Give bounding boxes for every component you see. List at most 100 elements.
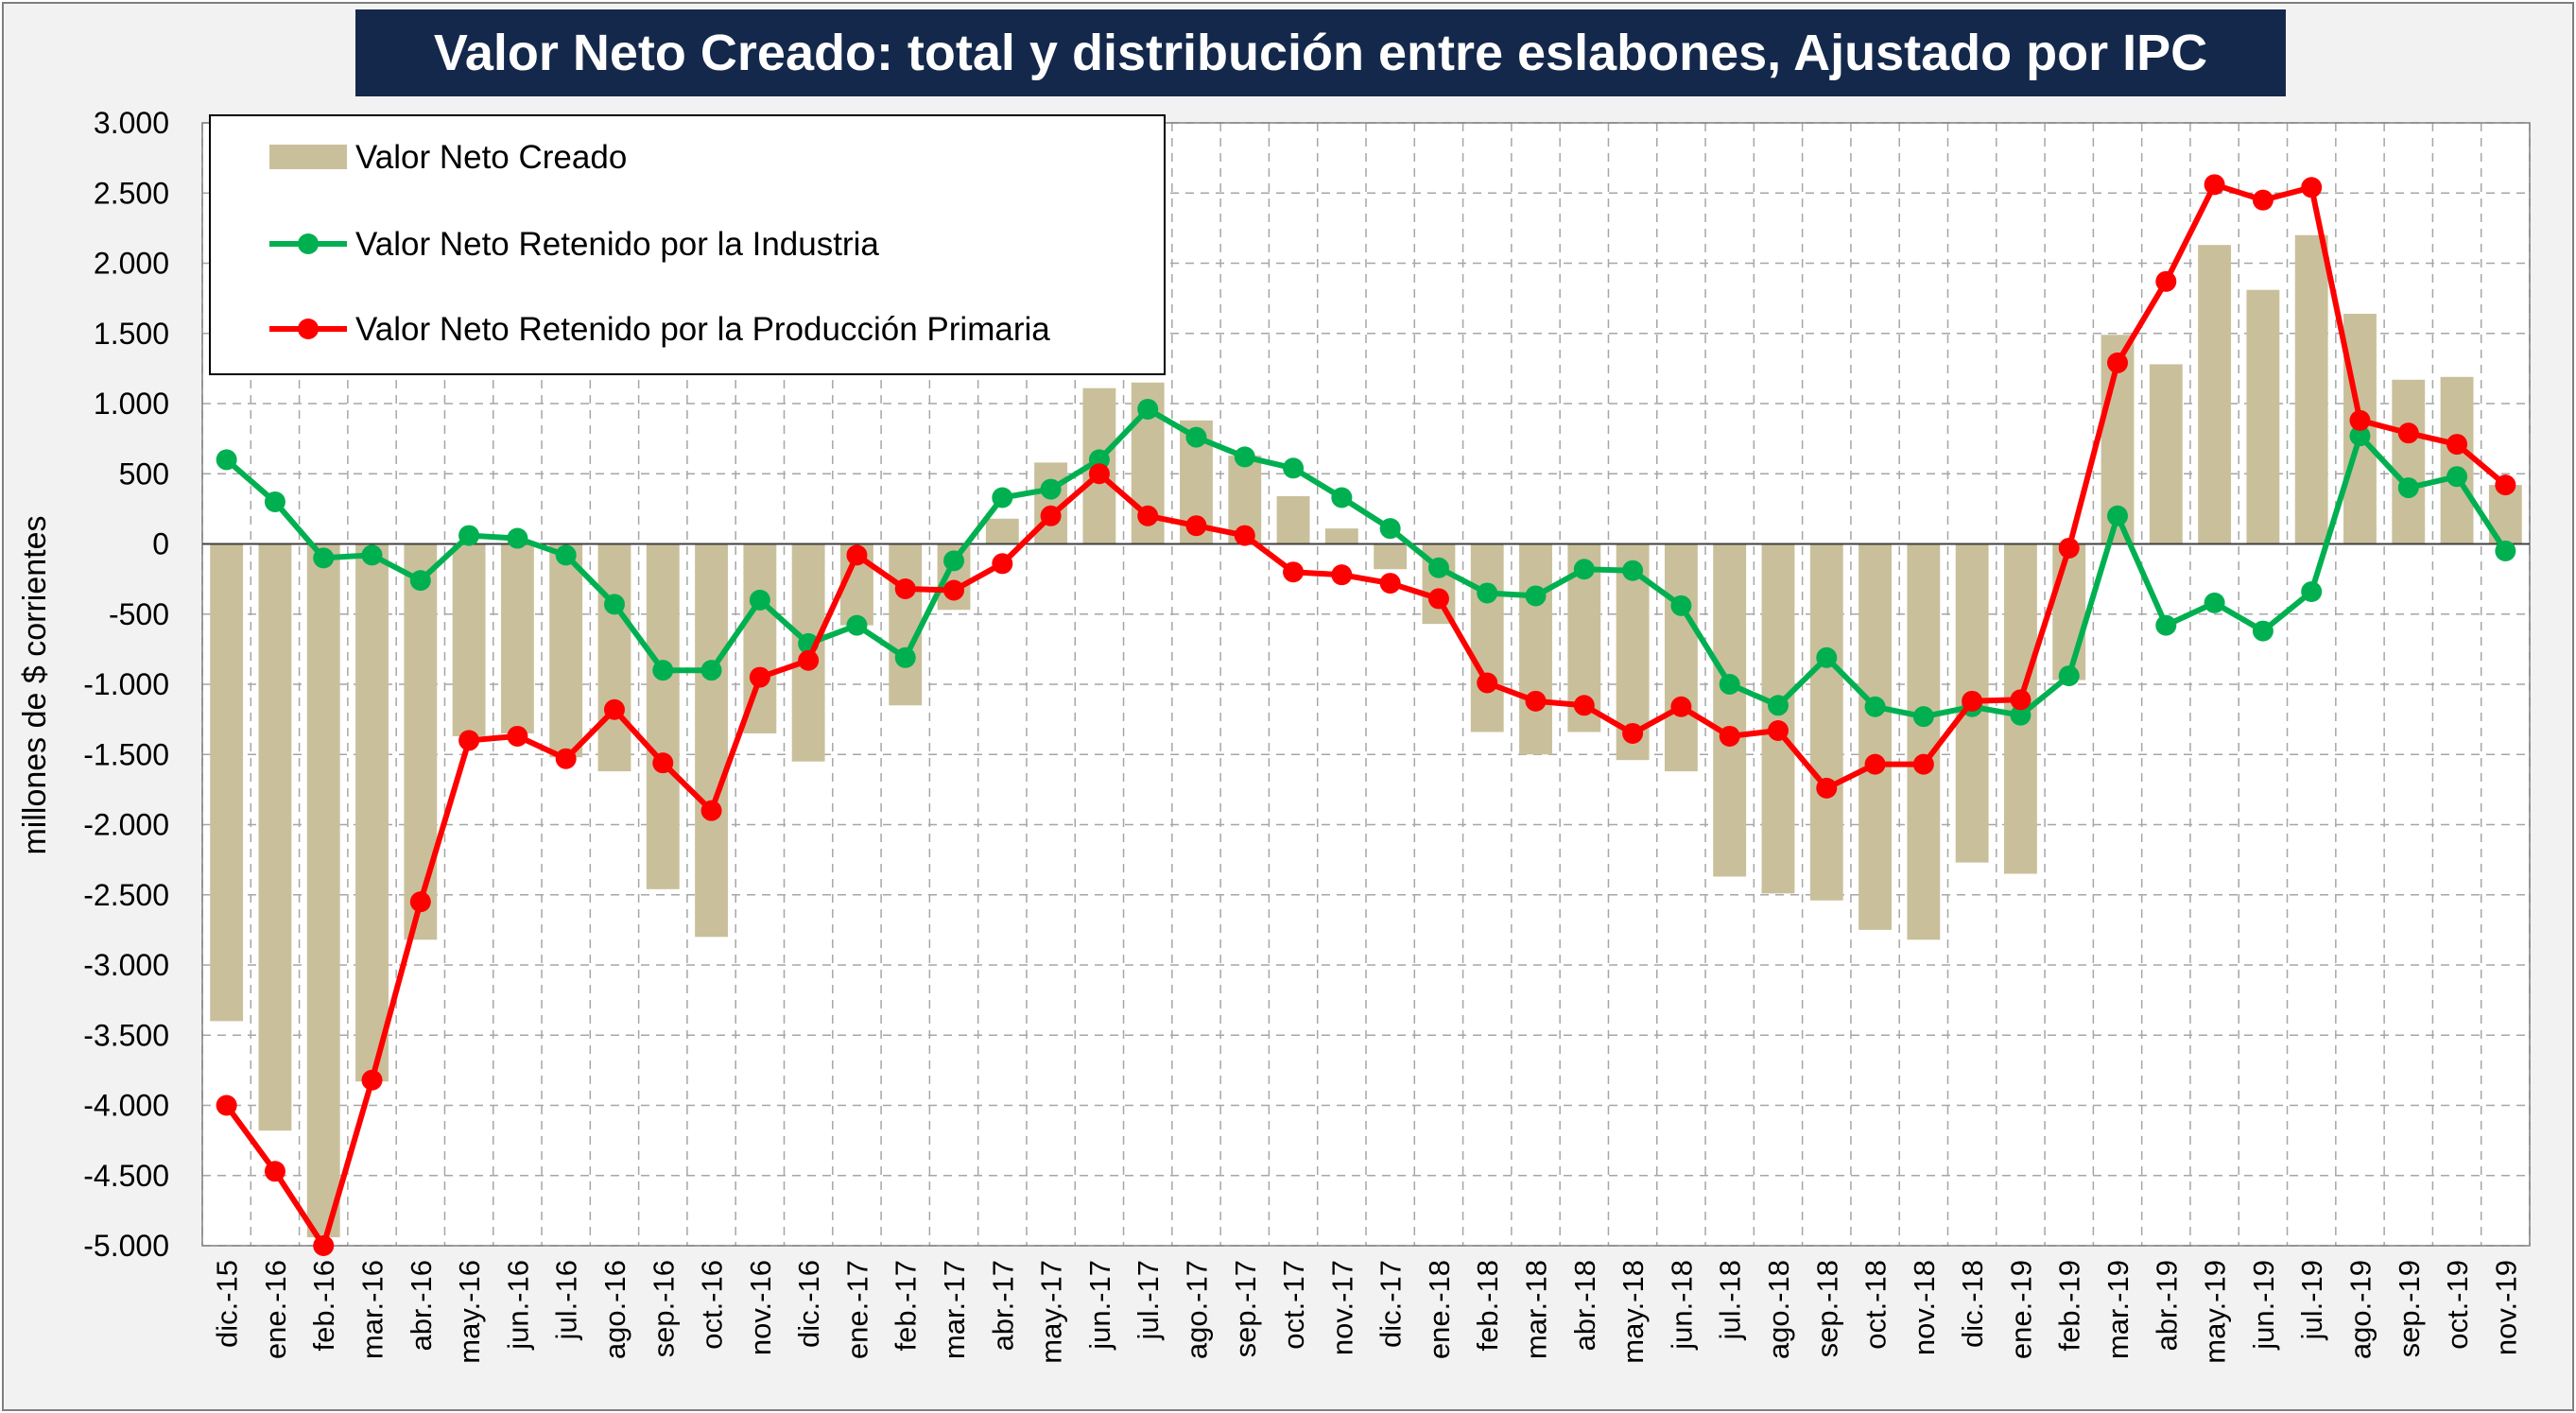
x-tick-label: ago.-19 [2343,1260,2377,1359]
x-tick-label: oct.-16 [696,1260,729,1350]
point-feb.-18 [1477,672,1498,694]
point-ago.-19 [2349,409,2371,431]
point-nov.-17 [1331,487,1353,508]
x-tick-label: mar.-17 [938,1260,971,1359]
x-tick-label: dic.-15 [211,1260,244,1348]
point-mar.-18 [1525,690,1547,712]
x-tick-label: jul.-18 [1714,1260,1747,1340]
y-tick-label: -500 [109,597,169,631]
x-tick-label: ene.-19 [2004,1260,2037,1359]
y-tick-label: -4.000 [83,1089,169,1123]
point-jul.-19 [2301,177,2323,198]
point-feb.-19 [2058,537,2080,559]
y-tick-label: -1.500 [83,737,169,771]
bar-sep.-18 [1809,543,1843,901]
bar-ago.-18 [1761,543,1795,894]
point-abr.-18 [1573,695,1595,716]
bar-jul.-16 [549,543,583,758]
point-sep.-18 [1816,777,1838,799]
point-mar.-19 [2107,505,2129,526]
x-tick-label: abr.-16 [405,1260,438,1352]
bar-abr.-16 [404,543,438,940]
point-dic.-17 [1379,518,1401,540]
x-tick-label: abr.-18 [1568,1260,1601,1352]
point-abr.-18 [1573,559,1595,580]
point-ago.-16 [603,594,625,615]
y-tick-label: 1.000 [94,387,169,421]
bar-jul.-18 [1713,543,1747,877]
y-tick-label: -3.000 [83,948,169,982]
bar-ago.-16 [597,543,631,772]
x-tick-label: ene.-18 [1423,1260,1456,1359]
point-sep.-19 [2397,422,2419,444]
point-mar.-16 [361,544,383,566]
series-industria [216,398,2516,728]
point-nov.-19 [2495,540,2516,561]
point-jun.-18 [1670,696,1692,717]
x-tick-label: feb.-16 [307,1260,340,1352]
y-tick-label: -2.500 [83,878,169,912]
point-abr.-17 [992,553,1013,575]
legend-primaria-marker [298,319,319,339]
x-tick-label: abr.-17 [986,1260,1019,1352]
x-tick-label: feb.-17 [890,1260,923,1352]
y-tick-label: 1.500 [94,317,169,351]
x-tick-label: ago.-16 [598,1260,631,1359]
y-tick-label: -3.500 [83,1018,169,1052]
point-feb.-17 [894,578,916,600]
point-ene.-19 [2010,704,2031,726]
point-jun.-19 [2252,620,2273,642]
point-ago.-18 [1767,695,1789,716]
point-sep.-18 [1816,646,1838,668]
y-axis-label: millones de $ corrientes [17,515,53,854]
point-oct.-19 [2446,434,2468,456]
point-sep.-19 [2397,477,2419,499]
point-oct.-17 [1283,457,1305,479]
point-mar.-18 [1525,585,1547,607]
point-ene.-17 [846,614,868,636]
x-tick-label: sep.-16 [647,1260,680,1357]
bar-sep.-16 [646,543,680,889]
bar-abr.-17 [985,518,1019,544]
bar-dic.-15 [210,543,244,1022]
bar-ene.-16 [258,543,292,1131]
point-ago.-17 [1185,515,1207,537]
point-jul.-19 [2301,580,2323,602]
x-tick-label: mar.-16 [356,1260,389,1359]
point-oct.-17 [1283,561,1305,583]
x-tick-label: ene.-16 [259,1260,292,1359]
point-nov.-17 [1331,564,1353,586]
point-jun.-17 [1088,463,1110,485]
x-tick-label: feb.-18 [1471,1260,1504,1352]
x-tick-label: jun.-19 [2247,1260,2280,1351]
plot-border [201,122,2531,1247]
x-tick-label: dic.-16 [792,1260,825,1348]
x-tick-label: nov.-16 [744,1260,777,1355]
point-mar.-17 [943,550,965,572]
y-axis-ticks: 3.000 2.500 2.000 1.500 1.000 500 0 -500 -1.000 -… [83,106,169,1263]
legend: Valor Neto Creado Valor Neto Retenido po… [209,114,1166,375]
x-tick-label: mar.-18 [1520,1260,1553,1359]
x-tick-label: oct.-18 [1859,1260,1893,1350]
x-tick-label: jul.-17 [1132,1260,1165,1340]
bar-nov.-17 [1324,528,1358,544]
point-ene.-19 [2010,689,2031,711]
x-tick-label: may.-18 [1616,1260,1650,1364]
point-may.-17 [1040,505,1062,526]
x-tick-label: jul.-19 [2295,1260,2328,1340]
series-line [224,405,2508,720]
bar-may.-19 [2198,245,2232,544]
point-nov.-18 [1912,706,1934,728]
bar-jun.-16 [500,543,534,733]
y-tick-label: -5.000 [83,1229,169,1263]
point-ago.-18 [1767,720,1789,742]
x-tick-label: oct.-19 [2441,1260,2474,1350]
point-mar.-17 [943,579,965,601]
chart-title: Valor Neto Creado: total y distribución … [355,9,2286,96]
bar-jul.-19 [2294,234,2328,544]
x-tick-label: oct.-17 [1277,1260,1310,1350]
point-ene.-17 [846,544,868,566]
y-tick-label: 3.000 [94,106,169,140]
point-abr.-17 [992,487,1013,508]
point-dic.-15 [216,449,237,471]
